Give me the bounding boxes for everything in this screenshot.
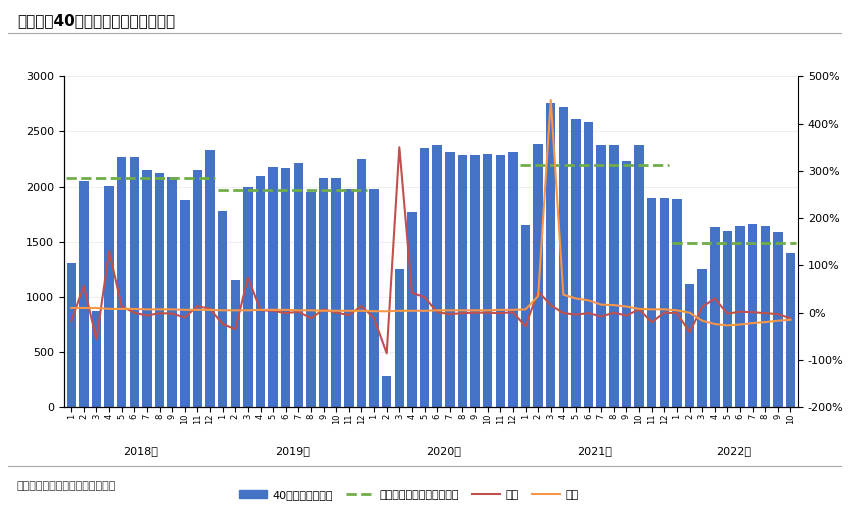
Text: 2022年: 2022年 bbox=[717, 446, 751, 456]
Legend: 40城（万平方米）, 月均成交面积（万平方米）, 环比, 同比: 40城（万平方米）, 月均成交面积（万平方米）, 环比, 同比 bbox=[234, 486, 583, 504]
Bar bbox=[357, 159, 366, 407]
Bar bbox=[634, 145, 644, 407]
Bar bbox=[369, 189, 379, 407]
Bar bbox=[685, 284, 694, 407]
Bar bbox=[761, 227, 770, 407]
Bar bbox=[496, 155, 505, 407]
Bar bbox=[432, 145, 442, 407]
Text: 数据来源：诸葛找房数据研究中心: 数据来源：诸葛找房数据研究中心 bbox=[17, 481, 116, 491]
Bar bbox=[155, 174, 165, 407]
Bar bbox=[319, 178, 329, 407]
Bar bbox=[546, 103, 555, 407]
Bar bbox=[571, 120, 581, 407]
Bar bbox=[445, 153, 454, 407]
Bar bbox=[584, 122, 593, 407]
Bar bbox=[609, 145, 619, 407]
Bar bbox=[382, 376, 391, 407]
Bar bbox=[268, 167, 278, 407]
Text: 2019年: 2019年 bbox=[274, 446, 310, 456]
Bar bbox=[559, 107, 568, 407]
Bar bbox=[167, 177, 177, 407]
Bar bbox=[520, 225, 531, 407]
Bar bbox=[647, 197, 656, 407]
Bar bbox=[104, 185, 114, 407]
Bar bbox=[205, 150, 215, 407]
Bar bbox=[193, 170, 202, 407]
Bar bbox=[722, 231, 732, 407]
Bar bbox=[92, 311, 101, 407]
Bar bbox=[117, 157, 127, 407]
Text: 2021年: 2021年 bbox=[577, 446, 612, 456]
Bar bbox=[419, 148, 430, 407]
Bar bbox=[130, 157, 139, 407]
Bar bbox=[66, 263, 76, 407]
Bar bbox=[344, 189, 353, 407]
Bar bbox=[218, 211, 228, 407]
Bar bbox=[533, 144, 543, 407]
Bar bbox=[597, 145, 606, 407]
Bar bbox=[458, 155, 467, 407]
Bar bbox=[180, 200, 189, 407]
Bar bbox=[470, 155, 480, 407]
Bar bbox=[331, 178, 341, 407]
Text: 2018年: 2018年 bbox=[123, 446, 158, 456]
Bar bbox=[697, 269, 707, 407]
Bar bbox=[483, 154, 492, 407]
Bar bbox=[660, 197, 669, 407]
Bar bbox=[773, 232, 783, 407]
Bar bbox=[735, 227, 745, 407]
Bar bbox=[395, 269, 404, 407]
Bar bbox=[256, 176, 265, 407]
Text: 2020年: 2020年 bbox=[426, 446, 461, 456]
Bar bbox=[231, 280, 240, 407]
Text: 图：监测40城新房销售面积月度走势: 图：监测40城新房销售面积月度走势 bbox=[17, 13, 175, 27]
Bar bbox=[621, 161, 631, 407]
Bar bbox=[672, 199, 682, 407]
Bar bbox=[710, 228, 719, 407]
Bar bbox=[786, 253, 796, 407]
Bar bbox=[143, 170, 152, 407]
Bar bbox=[243, 187, 253, 407]
Bar bbox=[281, 168, 290, 407]
Bar bbox=[509, 153, 518, 407]
Bar bbox=[294, 163, 303, 407]
Bar bbox=[408, 212, 417, 407]
Bar bbox=[79, 181, 88, 407]
Bar bbox=[748, 224, 757, 407]
Bar bbox=[306, 192, 316, 407]
